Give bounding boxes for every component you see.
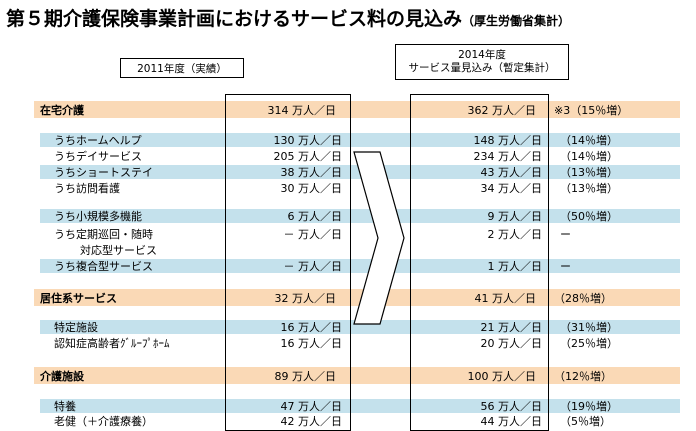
title-source: （厚生労働省集計） xyxy=(462,14,571,28)
value-2014: 234 万人／日 xyxy=(473,150,543,163)
table-row-category: 居住系サービス 32 万人／日 41 万人／日 （28％増） xyxy=(34,289,680,306)
value-2011: 30 万人／日 xyxy=(280,182,343,195)
growth-note: （12％増） xyxy=(554,369,612,383)
value-2011: 42 万人／日 xyxy=(280,415,343,428)
growth-note: （25％増） xyxy=(560,337,618,350)
row-label: 特定施設 xyxy=(54,321,98,334)
row-label: うち小規模多機能 xyxy=(54,210,142,223)
row-label: 居住系サービス xyxy=(40,291,117,305)
row-label: 特養 xyxy=(54,400,76,413)
table-row: 認知症高齢者ｸﾞﾙｰﾌﾟﾎｰﾑ 16 万人／日 20 万人／日 （25％増） xyxy=(40,336,680,350)
header-2011-label: 2011年度（実績） xyxy=(137,62,227,75)
right-arrow-icon xyxy=(353,151,405,325)
growth-note: （19％増） xyxy=(560,400,618,413)
table-row: うち小規模多機能 6 万人／日 9 万人／日 （50％増） xyxy=(40,209,680,223)
value-2014: 9 万人／日 xyxy=(487,210,543,223)
table-row: 特養 47 万人／日 56 万人／日 （19％増） xyxy=(40,399,680,413)
value-2011: － 万人／日 xyxy=(283,260,343,273)
table-row-category: 在宅介護 314 万人／日 362 万人／日 ※3（15％増） xyxy=(34,101,680,118)
table-row: うちホームヘルプ 130 万人／日 148 万人／日 （14％増） xyxy=(40,133,680,147)
growth-note: （50％増） xyxy=(560,210,618,223)
value-2011: － 万人／日 xyxy=(283,228,343,241)
table-row: うち定期巡回・随時 － 万人／日 2 万人／日 ー xyxy=(40,227,680,241)
value-2014: 44 万人／日 xyxy=(480,415,543,428)
row-label: 認知症高齢者ｸﾞﾙｰﾌﾟﾎｰﾑ xyxy=(54,337,170,350)
table-row-continuation: 対応型サービス xyxy=(40,243,680,257)
table-row: うち訪問看護 30 万人／日 34 万人／日 （13％増） xyxy=(40,181,680,195)
row-label: うち複合型サービス xyxy=(54,260,153,273)
value-2011: 47 万人／日 xyxy=(280,400,343,413)
growth-note: ※3（15％増） xyxy=(554,103,629,117)
growth-note: （28％増） xyxy=(554,291,612,305)
value-2014: 41 万人／日 xyxy=(474,291,537,305)
row-label: うち訪問看護 xyxy=(54,182,120,195)
row-label: 老健（＋介護療養） xyxy=(54,415,153,428)
value-2011: 16 万人／日 xyxy=(280,321,343,334)
header-2014-line2: サービス量見込み（暫定集計） xyxy=(408,62,556,74)
growth-note: （13％増） xyxy=(560,182,618,195)
value-2011: 205 万人／日 xyxy=(273,150,343,163)
table-row: うちデイサービス 205 万人／日 234 万人／日 （14％増） xyxy=(40,149,680,163)
column-frame-2011 xyxy=(225,94,351,431)
title-main: 第５期介護保険事業計画におけるサービス料の見込み xyxy=(6,8,463,30)
row-label: 在宅介護 xyxy=(40,103,84,117)
row-label: うちデイサービス xyxy=(54,150,142,163)
growth-note: （13％増） xyxy=(560,166,618,179)
value-2014: 148 万人／日 xyxy=(473,134,543,147)
value-2014: 56 万人／日 xyxy=(480,400,543,413)
value-2014: 2 万人／日 xyxy=(487,228,543,241)
value-2014: 100 万人／日 xyxy=(467,369,537,383)
page-title: 第５期介護保険事業計画におけるサービス料の見込み（厚生労働省集計） xyxy=(6,4,570,31)
growth-note: （14％増） xyxy=(560,150,618,163)
value-2014: 43 万人／日 xyxy=(480,166,543,179)
value-2014: 20 万人／日 xyxy=(480,337,543,350)
value-2011: 89 万人／日 xyxy=(274,369,337,383)
value-2011: 38 万人／日 xyxy=(280,166,343,179)
row-label: うち定期巡回・随時 xyxy=(54,228,153,241)
header-2014-line1: 2014年度 xyxy=(458,49,506,61)
value-2011: 314 万人／日 xyxy=(267,103,337,117)
growth-note: （31％増） xyxy=(560,321,618,334)
growth-note: ー xyxy=(560,228,571,241)
table-row: 老健（＋介護療養） 42 万人／日 44 万人／日 （5％増） xyxy=(40,414,680,428)
row-label: うちホームヘルプ xyxy=(54,134,142,147)
header-2014: 2014年度 サービス量見込み（暫定集計） xyxy=(395,44,569,80)
value-2014: 1 万人／日 xyxy=(487,260,543,273)
value-2011: 130 万人／日 xyxy=(273,134,343,147)
table-row: 特定施設 16 万人／日 21 万人／日 （31％増） xyxy=(40,320,680,334)
growth-note: （14％増） xyxy=(560,134,618,147)
value-2014: 362 万人／日 xyxy=(467,103,537,117)
table-row-category: 介護施設 89 万人／日 100 万人／日 （12％増） xyxy=(34,367,680,384)
value-2011: 6 万人／日 xyxy=(287,210,343,223)
growth-note: ー xyxy=(560,260,571,273)
row-label: 対応型サービス xyxy=(80,244,157,257)
table-row: うち複合型サービス － 万人／日 1 万人／日 ー xyxy=(40,259,680,273)
growth-note: （5％増） xyxy=(560,415,611,428)
value-2014: 21 万人／日 xyxy=(480,321,543,334)
row-label: 介護施設 xyxy=(40,369,84,383)
header-2011: 2011年度（実績） xyxy=(120,58,244,78)
value-2014: 34 万人／日 xyxy=(480,182,543,195)
value-2011: 32 万人／日 xyxy=(274,291,337,305)
column-frame-2014 xyxy=(410,94,549,431)
row-label: うちショートステイ xyxy=(54,166,153,179)
value-2011: 16 万人／日 xyxy=(280,337,343,350)
